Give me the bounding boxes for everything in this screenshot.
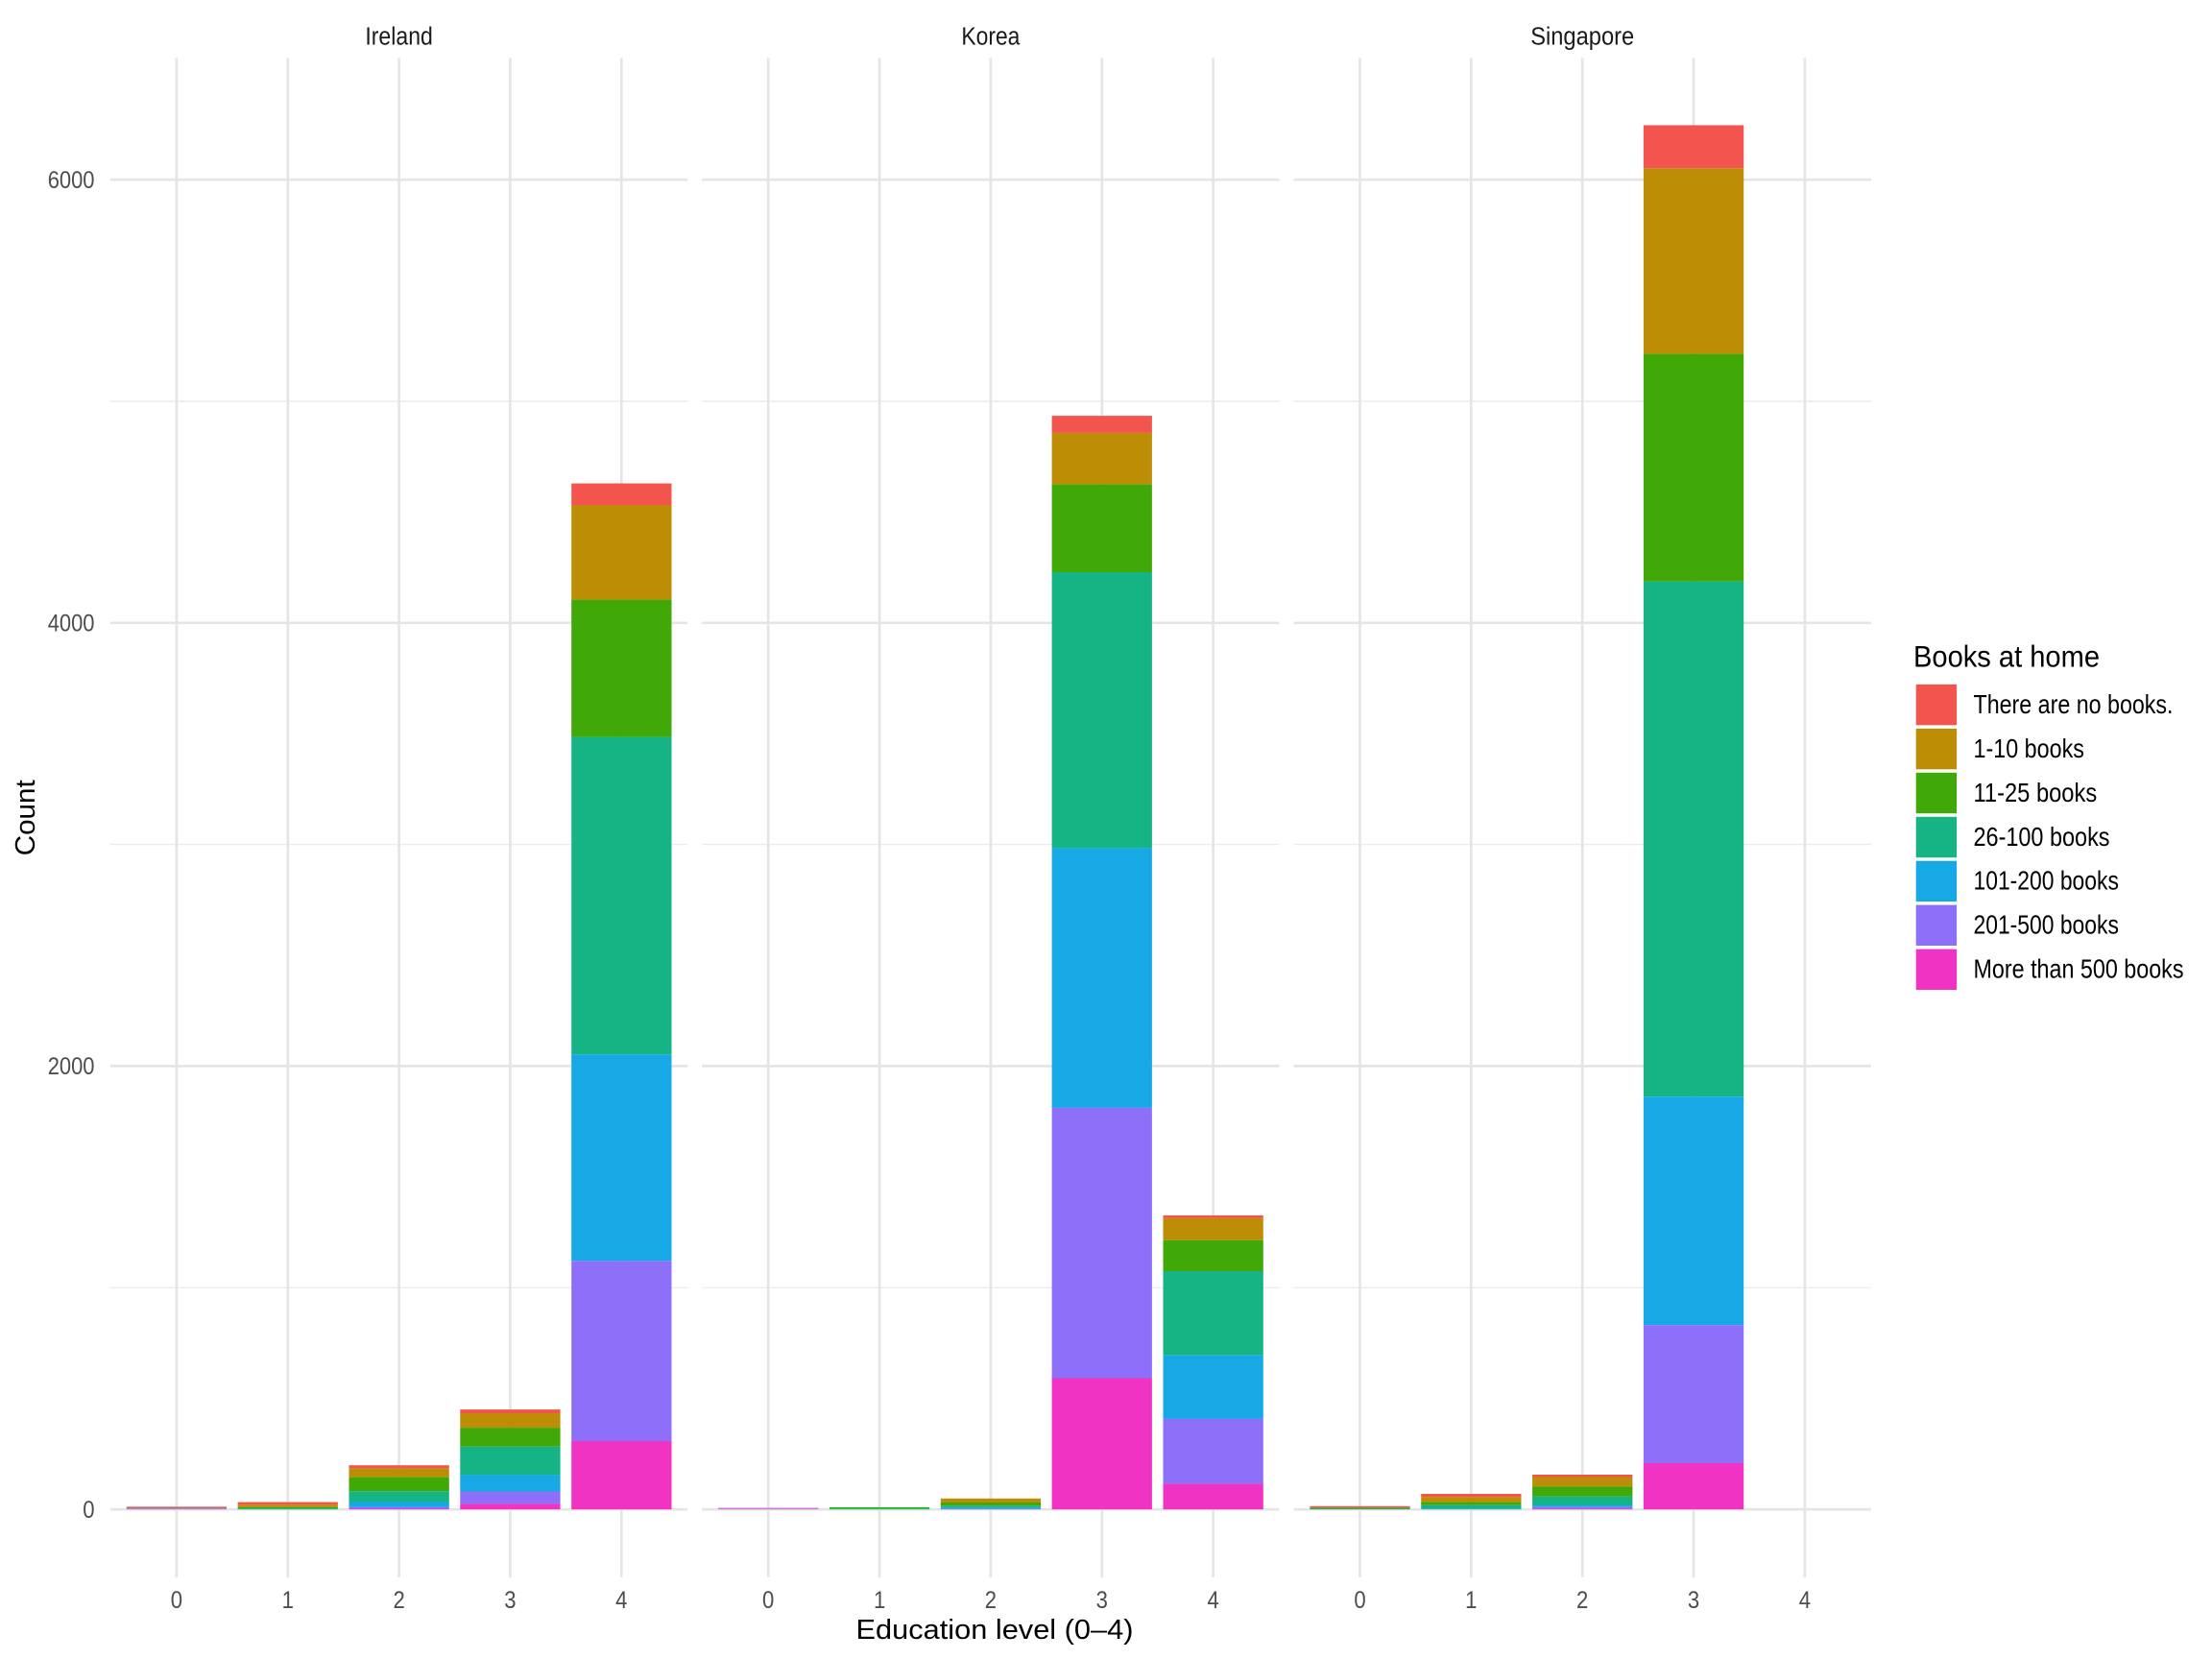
svg-text:0: 0 xyxy=(83,1497,94,1524)
svg-text:3: 3 xyxy=(1096,1587,1108,1614)
svg-text:26-100 books: 26-100 books xyxy=(1974,822,2110,852)
svg-text:Count: Count xyxy=(11,780,41,855)
svg-text:Ireland: Ireland xyxy=(365,24,433,51)
svg-text:1: 1 xyxy=(1465,1587,1477,1614)
svg-text:1: 1 xyxy=(874,1587,885,1614)
svg-text:6000: 6000 xyxy=(48,167,95,194)
svg-text:Korea: Korea xyxy=(961,24,1021,51)
svg-text:Singapore: Singapore xyxy=(1530,24,1634,51)
svg-text:3: 3 xyxy=(1688,1587,1699,1614)
svg-text:There are no books.: There are no books. xyxy=(1974,689,2174,719)
svg-text:0: 0 xyxy=(1354,1587,1365,1614)
svg-text:1: 1 xyxy=(282,1587,294,1614)
svg-text:4000: 4000 xyxy=(48,611,95,637)
svg-text:2: 2 xyxy=(1576,1587,1588,1614)
svg-text:2000: 2000 xyxy=(48,1053,95,1080)
svg-text:2: 2 xyxy=(393,1587,404,1614)
svg-text:11-25 books: 11-25 books xyxy=(1974,778,2098,807)
svg-text:More than 500 books: More than 500 books xyxy=(1974,954,2184,984)
svg-text:4: 4 xyxy=(1799,1587,1811,1614)
svg-text:0: 0 xyxy=(762,1587,774,1614)
svg-text:2: 2 xyxy=(985,1587,997,1614)
svg-text:Books at home: Books at home xyxy=(1913,639,2100,674)
svg-text:3: 3 xyxy=(504,1587,516,1614)
svg-text:0: 0 xyxy=(171,1587,182,1614)
svg-text:201-500 books: 201-500 books xyxy=(1974,910,2119,940)
svg-text:101-200 books: 101-200 books xyxy=(1974,866,2119,896)
svg-text:1-10 books: 1-10 books xyxy=(1974,733,2084,763)
svg-text:4: 4 xyxy=(615,1587,627,1614)
svg-text:Education level (0–4): Education level (0–4) xyxy=(856,1615,1134,1646)
svg-text:4: 4 xyxy=(1207,1587,1218,1614)
